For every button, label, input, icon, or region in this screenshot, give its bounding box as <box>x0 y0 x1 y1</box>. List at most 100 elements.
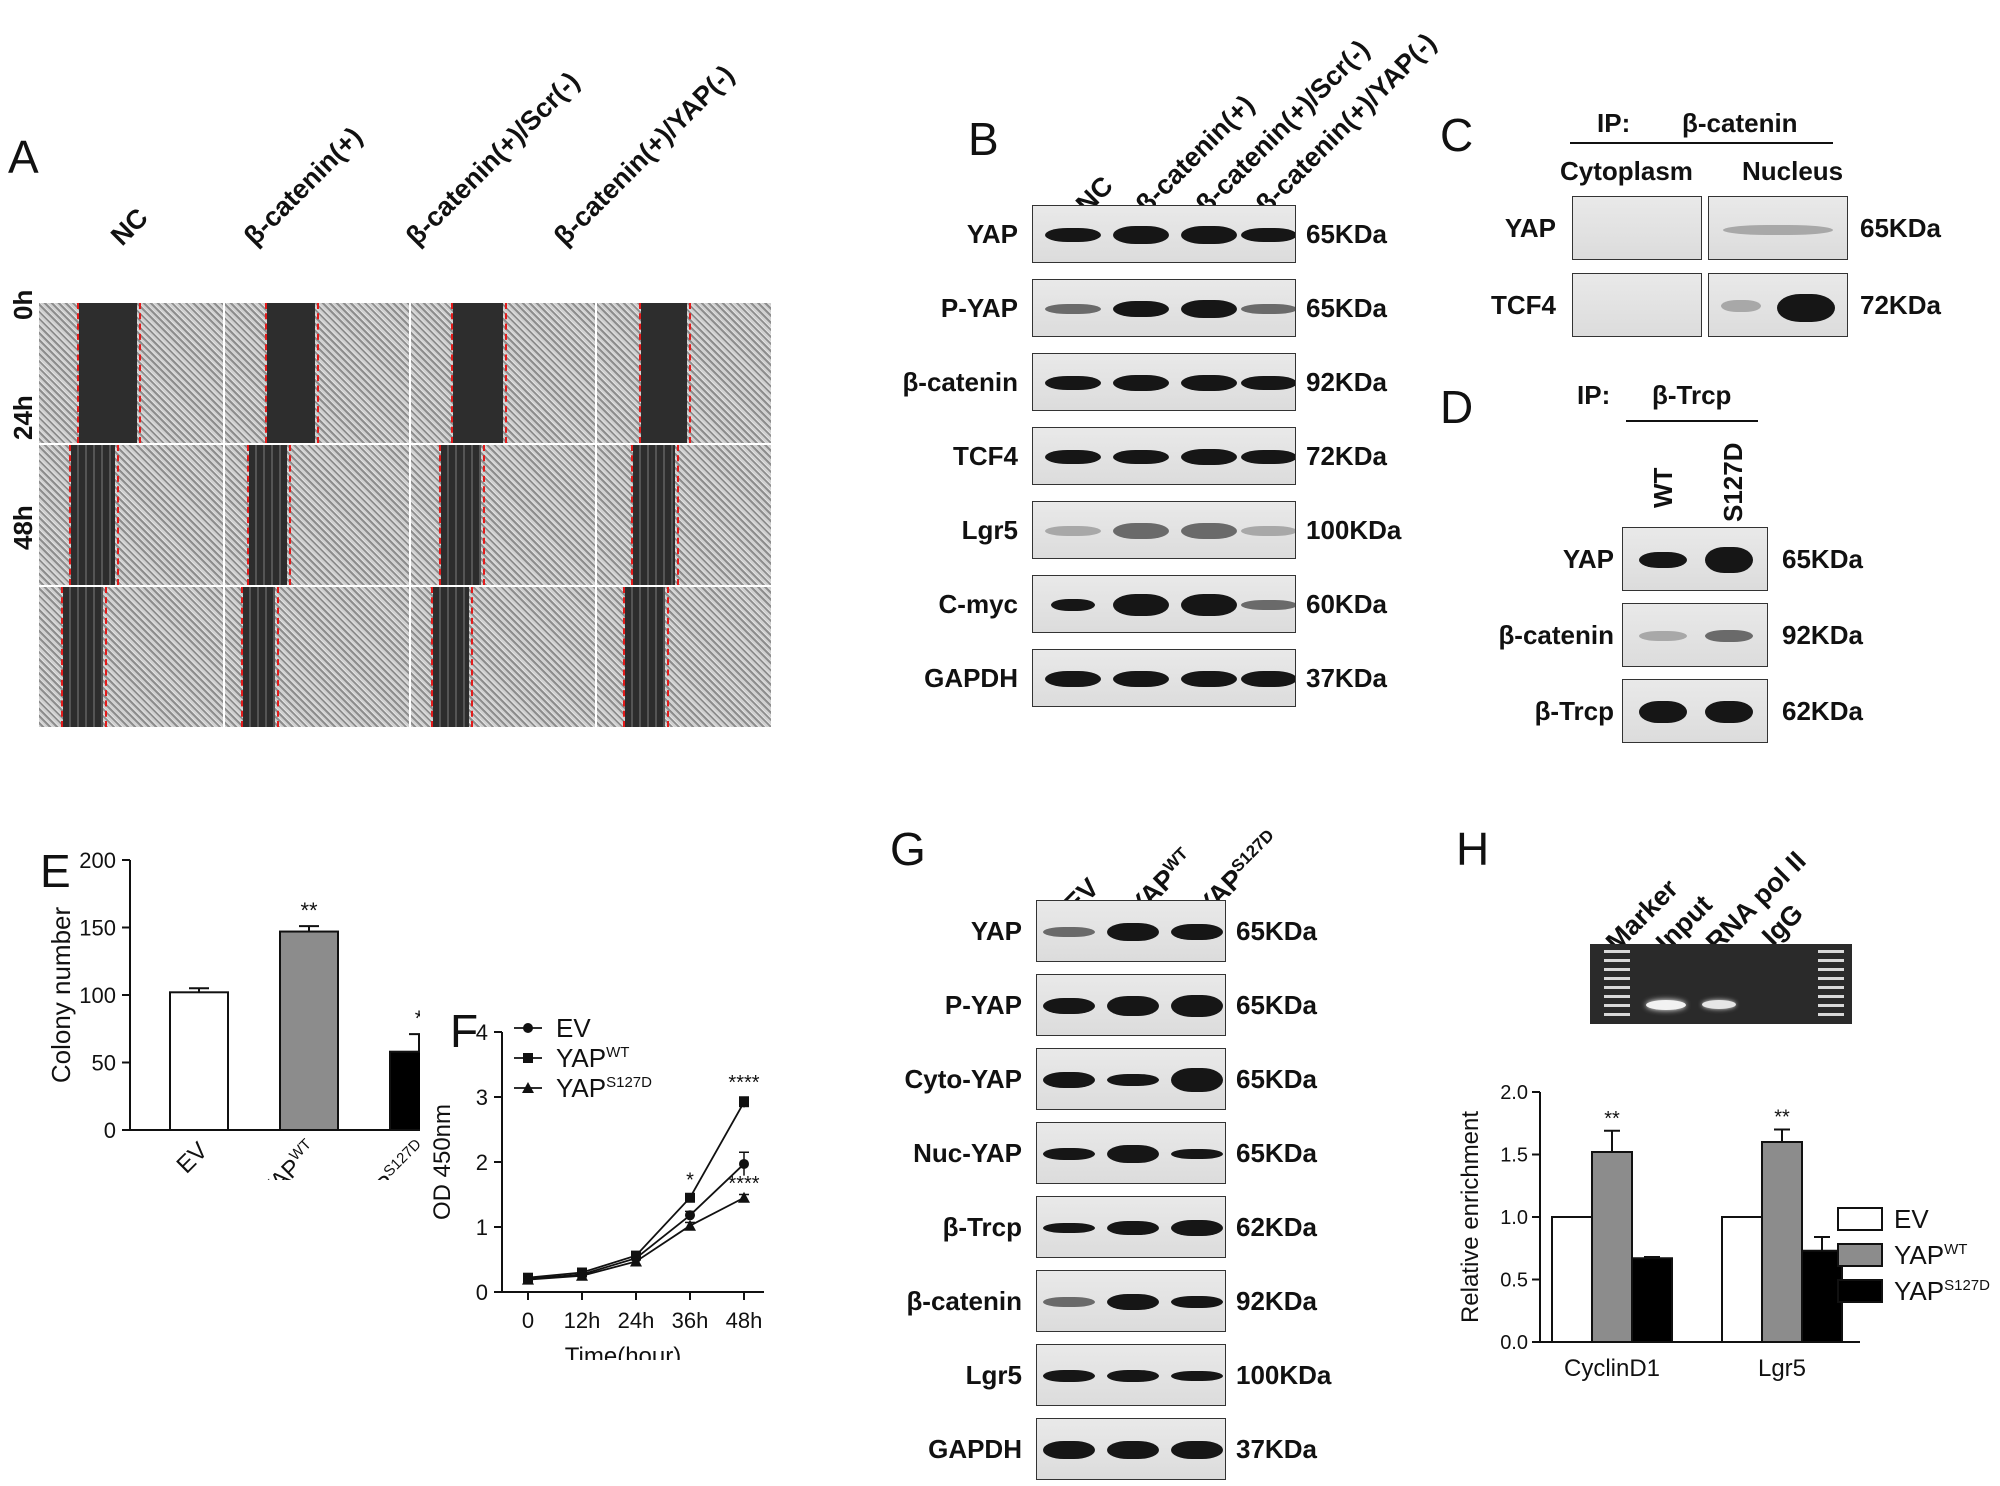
panel-g-band <box>1171 924 1223 940</box>
f-point-s2-0 <box>522 1273 534 1285</box>
wound-edge-line-left <box>639 303 641 443</box>
wound-gap <box>79 303 137 443</box>
panel-d-band <box>1639 552 1687 568</box>
e-y-tick-label: 150 <box>79 916 116 941</box>
f-legend-label-1: YAPWT <box>556 1043 629 1073</box>
h-legend-swatch-1 <box>1837 1243 1883 1267</box>
wound-edge-line-left <box>61 587 63 727</box>
panel-label-d: D <box>1440 381 1474 433</box>
panel-g-band <box>1107 1074 1159 1086</box>
wound-image-r0-c1 <box>224 302 410 444</box>
panel-d-kda-0: 65KDa <box>1782 544 1863 574</box>
wound-image-r1-c1 <box>224 444 410 586</box>
wound-edge-line-right <box>289 445 291 585</box>
panel-c-nucleus-strip-1 <box>1708 273 1848 337</box>
panel-b-blot-strip-6 <box>1032 649 1296 707</box>
panel-g-band <box>1171 1220 1223 1236</box>
e-y-tick-label: 50 <box>92 1051 116 1076</box>
panel-b-band <box>1051 599 1095 611</box>
panel-d-row-label-2: β-Trcp <box>1534 696 1614 726</box>
panel-g-band <box>1043 1072 1095 1088</box>
f-point-s0-3 <box>685 1210 695 1221</box>
panel-g-band <box>1043 1370 1095 1382</box>
wound-edge-line-right <box>483 445 485 585</box>
wound-gap <box>243 587 275 727</box>
h-bar-0-0 <box>1551 1216 1593 1343</box>
panel-b-blot-strip-1 <box>1032 279 1296 337</box>
wound-gap <box>625 587 665 727</box>
panel-a-row-48h: 48h <box>8 505 38 550</box>
panel-g-blot-strip-1 <box>1036 974 1226 1036</box>
panel-b-band <box>1045 450 1101 464</box>
panel-label-c: C <box>1440 109 1474 161</box>
f-y-tick-label: 2 <box>476 1150 488 1175</box>
wound-gap <box>249 445 287 585</box>
panel-label-b: B <box>968 113 999 165</box>
panel-c-group-cytoplasm: Cytoplasm <box>1560 156 1693 186</box>
panel-g-row-label-5: β-catenin <box>906 1286 1022 1316</box>
panel-b-band <box>1113 594 1169 616</box>
wound-edge-line-right <box>139 303 141 443</box>
panel-g-blot-strip-6 <box>1036 1344 1226 1406</box>
wound-image-r0-c3 <box>596 302 772 444</box>
wound-gap <box>441 445 481 585</box>
gel-marker-ladder-left <box>1604 950 1630 1018</box>
panel-g-band <box>1043 1441 1095 1459</box>
h-bar-0-1 <box>1591 1151 1633 1343</box>
f-point-s2-1 <box>576 1269 588 1281</box>
wound-gap <box>641 303 687 443</box>
panel-label-h: H <box>1456 823 1490 875</box>
panel-g-blot-strip-0 <box>1036 900 1226 962</box>
e-bar-0 <box>169 991 229 1131</box>
f-x-tick-label: 0 <box>522 1308 534 1333</box>
wound-image-r2-c2 <box>410 586 596 728</box>
panel-b-kda-6: 37KDa <box>1306 663 1387 693</box>
panel-b-band <box>1241 671 1295 687</box>
panel-h-agarose-gel <box>1590 944 1852 1024</box>
wound-edge-line-right <box>677 445 679 585</box>
gel-band-input <box>1646 1000 1686 1010</box>
h-bar-1-0 <box>1721 1216 1763 1343</box>
wound-edge-line-left <box>265 303 267 443</box>
panel-h-enrichment-chart: 0.0 0.5 1.0 1.5 2.0 Relative enrichment ** Cycl… <box>1457 1082 1990 1382</box>
e-bar-2 <box>389 1050 420 1131</box>
h-y-tick-label: 1.5 <box>1500 1145 1528 1167</box>
panel-c-band <box>1723 225 1833 235</box>
panel-b-band <box>1045 671 1101 687</box>
h-legend-label-0: EV <box>1894 1204 1929 1234</box>
panel-a-col-nc: NC <box>105 202 154 252</box>
panel-b-blot-strip-0 <box>1032 205 1296 263</box>
panel-g-kda-5: 92KDa <box>1236 1286 1317 1316</box>
panel-d-row-label-0: YAP <box>1562 544 1614 574</box>
panel-a-col-bcat: β-catenin(+) <box>238 121 368 252</box>
panel-b-band <box>1181 594 1237 616</box>
wound-edge-line-right <box>277 587 279 727</box>
f-series-line-2 <box>527 1196 745 1281</box>
wound-edge-line-left <box>451 303 453 443</box>
panel-g-row-label-2: Cyto-YAP <box>904 1064 1022 1094</box>
wound-edge-line-right <box>117 445 119 585</box>
panel-label-f: F <box>450 1005 479 1057</box>
f-y-tick-label: 3 <box>476 1085 488 1110</box>
panel-g-blot-strip-3 <box>1036 1122 1226 1184</box>
panel-g-kda-6: 100KDa <box>1236 1360 1332 1390</box>
panel-g-band <box>1171 995 1223 1017</box>
wound-edge-line-right <box>667 587 669 727</box>
panel-d-ip-target: β-Trcp <box>1652 380 1732 410</box>
panel-b-band <box>1181 671 1237 687</box>
h-x-tick-label-0: CyclinD1 <box>1564 1355 1660 1382</box>
panel-g-kda-4: 62KDa <box>1236 1212 1317 1242</box>
panel-g-band <box>1107 1370 1159 1382</box>
panel-c-kda-0: 65KDa <box>1860 213 1941 243</box>
f-significance-1: **** <box>728 1072 759 1094</box>
panel-g-row-label-7: GAPDH <box>928 1434 1022 1464</box>
panel-d-blot-strip-1 <box>1622 603 1768 667</box>
panel-b-band <box>1113 450 1169 464</box>
panel-d-kda-1: 92KDa <box>1782 620 1863 650</box>
panel-h-gel-lane-rnapol: RNA pol II <box>1700 845 1812 958</box>
wound-edge-line-left <box>247 445 249 585</box>
f-legend-marker-2 <box>522 1082 534 1093</box>
wound-edge-line-right <box>317 303 319 443</box>
f-y-tick-label: 0 <box>476 1280 488 1305</box>
panel-g-blot-strip-7 <box>1036 1418 1226 1480</box>
